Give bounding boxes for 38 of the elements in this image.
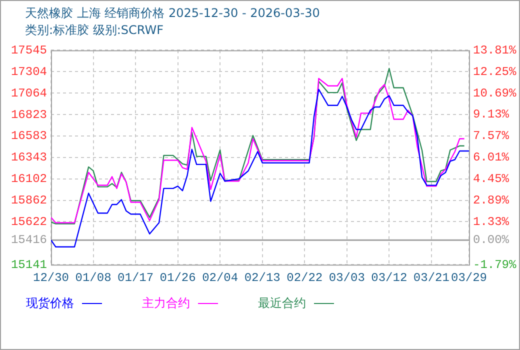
chart-subtitle: 类别:标准胶 级别:SCRWF: [25, 22, 165, 39]
y-tick-label: 15622: [10, 214, 47, 229]
y-tick-label: 17545: [10, 43, 47, 58]
y-tick-label: 16102: [10, 172, 47, 186]
x-tick-label: 03/21: [413, 270, 450, 285]
y-tick-label: 17304: [10, 64, 47, 79]
y-tick-label: 17064: [10, 86, 47, 100]
y2-tick-label: 4.45%: [473, 172, 510, 186]
y2-tick-label: 9.13%: [473, 108, 510, 122]
x-tick-label: 03/03: [328, 270, 365, 285]
y-tick-label: 16583: [10, 129, 47, 144]
x-tick-label: 01/08: [75, 270, 112, 285]
y-tick-label: 16823: [10, 108, 47, 122]
y-tick-label: 16343: [10, 150, 47, 165]
x-tick-label: 02/13: [244, 270, 280, 285]
y-tick-label: 15141: [10, 258, 47, 272]
chart-title: 天然橡胶 上海 经销商价格 2025-12-30 - 2026-03-30: [25, 5, 321, 22]
legend-label: 现货价格: [26, 294, 74, 312]
legend-label: 最近合约: [258, 294, 306, 312]
y2-tick-label: 7.57%: [473, 129, 510, 144]
y2-tick-label: 13.81%: [473, 43, 518, 58]
x-tick-label: 03/29: [450, 270, 488, 285]
y-tick-label: 15416: [10, 233, 47, 248]
y2-tick-label: 6.01%: [473, 150, 510, 165]
y2-tick-label: 2.89%: [473, 193, 510, 208]
y2-tick-label: 12.25%: [473, 64, 518, 79]
x-tick-label: 02/04: [202, 270, 238, 285]
y2-tick-label: -1.79%: [473, 258, 518, 272]
x-tick-label: 02/22: [286, 270, 323, 285]
y2-tick-label: 10.69%: [473, 86, 518, 100]
x-tick-label: 01/26: [160, 270, 196, 285]
x-tick-label: 12/30: [32, 270, 70, 285]
legend-label: 主力合约: [142, 294, 190, 312]
x-tick-label: 01/17: [118, 270, 154, 285]
y-tick-label: 15862: [10, 193, 47, 208]
x-tick-label: 03/12: [371, 270, 408, 285]
y2-tick-label: 0.00%: [473, 233, 510, 248]
y2-tick-label: 1.33%: [473, 214, 510, 229]
